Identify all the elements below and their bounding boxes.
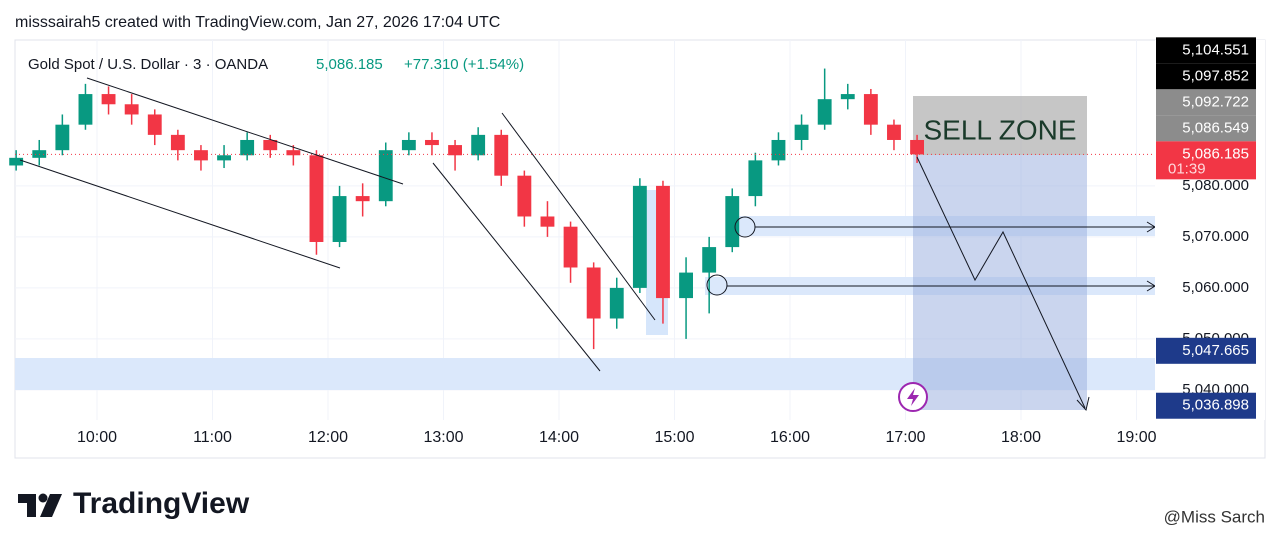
candle-body bbox=[448, 145, 462, 156]
price-badge bbox=[1156, 115, 1256, 142]
candle-body bbox=[494, 134, 509, 176]
logo bbox=[18, 493, 62, 517]
stop-box bbox=[913, 96, 1087, 155]
candle-body bbox=[101, 94, 116, 105]
candle-body bbox=[263, 139, 278, 151]
x-tick-label: 18:00 bbox=[1001, 429, 1041, 446]
y-tick-label: 5,080.000 bbox=[1182, 177, 1249, 194]
last-price: 5,086.185 bbox=[316, 56, 383, 73]
price-badge bbox=[1156, 37, 1256, 64]
candle-body bbox=[517, 175, 532, 217]
trend-line bbox=[432, 162, 601, 372]
candles bbox=[9, 68, 1155, 350]
candle-body bbox=[586, 267, 601, 319]
y-tick-label: 5,060.000 bbox=[1182, 279, 1249, 296]
candle-body bbox=[725, 196, 740, 248]
candle-body bbox=[910, 139, 924, 155]
candle-body bbox=[78, 94, 93, 125]
price-badge bbox=[1156, 337, 1256, 364]
alert-bolt bbox=[907, 388, 919, 406]
candle-body bbox=[55, 124, 70, 151]
candle-body bbox=[817, 99, 832, 125]
candle-body bbox=[194, 150, 208, 161]
candle-body bbox=[425, 139, 439, 146]
candle-body bbox=[286, 150, 301, 156]
candle-body bbox=[609, 287, 624, 319]
candle-body bbox=[563, 226, 578, 268]
candle-body bbox=[771, 139, 786, 161]
candle-body bbox=[748, 160, 763, 197]
x-tick-label: 16:00 bbox=[770, 429, 810, 446]
candle-body bbox=[9, 157, 24, 166]
y-tick-label: 5,070.000 bbox=[1182, 228, 1249, 245]
candle-body bbox=[794, 124, 809, 140]
candle-body bbox=[840, 94, 855, 100]
candle-body bbox=[240, 139, 255, 156]
logo-mark bbox=[38, 493, 48, 503]
candle-body bbox=[401, 139, 416, 151]
alert-icon[interactable] bbox=[898, 382, 928, 412]
target-box bbox=[913, 155, 1087, 410]
candle-body bbox=[656, 185, 670, 299]
candle-body bbox=[355, 196, 370, 202]
price-badge-label: 5,086.549 bbox=[1182, 119, 1249, 136]
x-tick-label: 10:00 bbox=[77, 429, 117, 446]
arrow-head bbox=[1076, 396, 1090, 412]
x-tick-label: 14:00 bbox=[539, 429, 579, 446]
price-badge bbox=[1156, 392, 1256, 419]
price-badge-label: 5,036.898 bbox=[1182, 397, 1249, 414]
circle-marker bbox=[706, 274, 728, 296]
candle-body bbox=[217, 155, 231, 161]
drawings bbox=[19, 77, 1156, 412]
candle-body bbox=[378, 150, 393, 202]
candle-body bbox=[540, 216, 555, 227]
logo-mark bbox=[40, 494, 62, 517]
trend-line bbox=[501, 112, 656, 321]
x-tick-label: 12:00 bbox=[308, 429, 348, 446]
price-badge-label: 5,047.665 bbox=[1182, 342, 1249, 359]
price-badges: 5,104.551 5,097.852 5,092.722 5,086.549 5,08… bbox=[1156, 37, 1256, 419]
candle-body bbox=[679, 272, 693, 299]
zone-label: SELL ZONE bbox=[923, 114, 1076, 145]
candle-body bbox=[863, 94, 878, 125]
projection-path bbox=[916, 156, 1086, 409]
price-badge-label: 5,092.722 bbox=[1182, 93, 1249, 110]
price-badge-label: 5,104.551 bbox=[1182, 41, 1249, 58]
countdown: 01:39 bbox=[1168, 160, 1206, 177]
candle-body bbox=[887, 124, 901, 140]
candle-body bbox=[147, 114, 162, 135]
candle-body bbox=[124, 104, 139, 115]
candle-body bbox=[632, 185, 647, 288]
x-tick-label: 15:00 bbox=[654, 429, 694, 446]
candle-body bbox=[309, 155, 324, 242]
price-badge bbox=[1156, 141, 1256, 180]
price-change: +77.310 (+1.54%) bbox=[404, 56, 524, 73]
x-tick-label: 19:00 bbox=[1116, 429, 1156, 446]
logo-mark bbox=[18, 494, 36, 517]
candle-body bbox=[471, 134, 486, 156]
watermark: @Miss Sarch bbox=[1164, 507, 1265, 526]
candle-body bbox=[170, 134, 185, 151]
price-badge bbox=[1156, 89, 1256, 116]
brand: TradingView bbox=[73, 487, 250, 520]
symbol: Gold Spot / U.S. Dollar · 3 · OANDA bbox=[28, 56, 268, 73]
price-badge bbox=[1156, 63, 1256, 90]
credit: misssairah5 created with TradingView.com… bbox=[15, 14, 500, 31]
x-tick-label: 17:00 bbox=[885, 429, 925, 446]
price-badge-label: 5,086.185 bbox=[1182, 145, 1249, 162]
trend-line bbox=[86, 77, 404, 185]
x-tick-label: 13:00 bbox=[423, 429, 463, 446]
trend-line bbox=[19, 159, 341, 269]
candle-body bbox=[332, 196, 347, 242]
candle-body bbox=[702, 247, 717, 273]
x-tick-label: 11:00 bbox=[193, 429, 232, 446]
price-badge-label: 5,097.852 bbox=[1182, 67, 1249, 84]
